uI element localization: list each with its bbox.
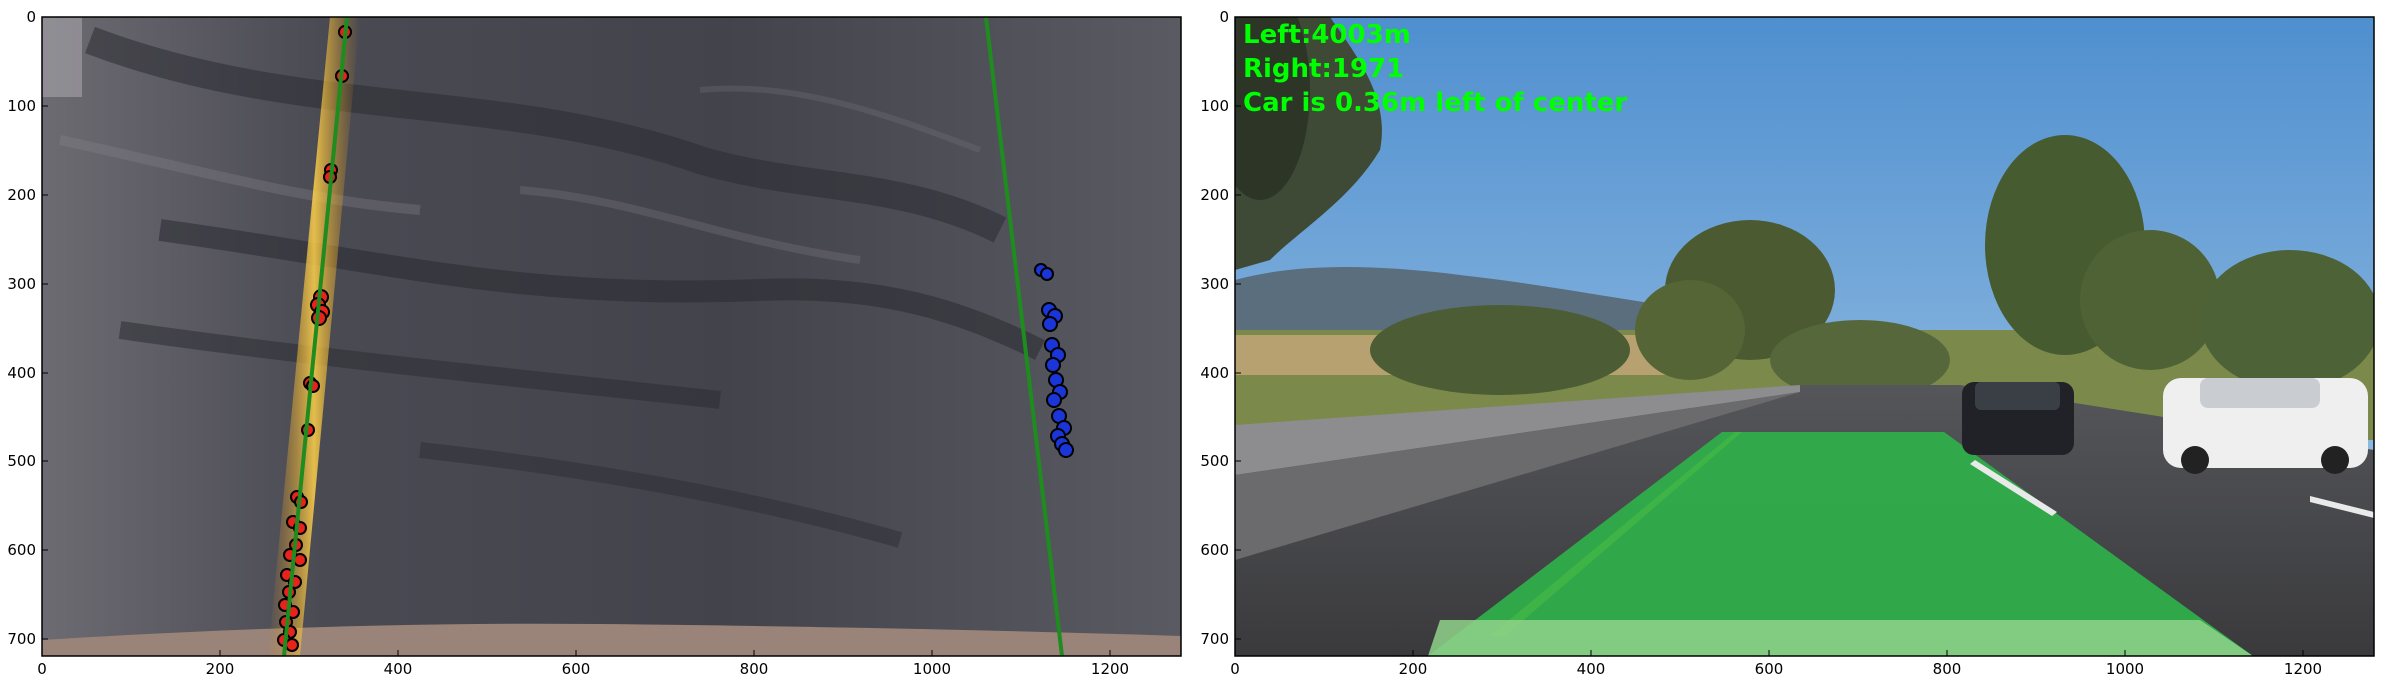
left-y-tick-label: 600	[7, 541, 36, 559]
left-x-tick-label: 1200	[1091, 660, 1129, 678]
right-y-tick-label: 100	[1200, 97, 1229, 115]
right-x-tick-label: 0	[1230, 660, 1240, 678]
right-y-tick-label: 300	[1200, 275, 1229, 293]
right-x-tick-label: 800	[1933, 660, 1962, 678]
right-panel: Left:4003m Right:1971 Car is 0.36m left …	[1200, 8, 2375, 678]
right-y-ticks	[1235, 16, 1241, 640]
right-y-tick-label: 0	[1219, 8, 1229, 26]
left-x-tick-label: 1000	[913, 660, 951, 678]
right-y-tick-label: 600	[1200, 541, 1229, 559]
left-x-tick-label: 0	[37, 660, 47, 678]
left-x-tick-label: 800	[740, 660, 769, 678]
right-curvature-text: Right:1971	[1243, 54, 1404, 84]
right-x-tick-label: 1200	[2284, 660, 2322, 678]
right-axes-frame	[1234, 16, 2375, 657]
left-axes-frame	[41, 16, 1182, 657]
left-panel: 0 200 400 600 800 1000 1200 0 100 200 30…	[7, 8, 1182, 678]
right-x-ticks	[1234, 650, 2304, 656]
left-y-tick-label: 400	[7, 364, 36, 382]
left-y-ticks	[42, 16, 48, 640]
left-y-tick-label: 100	[7, 97, 36, 115]
right-y-tick-label: 700	[1200, 630, 1229, 648]
right-x-tick-label: 600	[1755, 660, 1784, 678]
left-y-tick-label: 200	[7, 186, 36, 204]
left-x-ticks	[41, 650, 1111, 656]
left-y-tick-label: 0	[26, 8, 36, 26]
right-x-tick-label: 1000	[2106, 660, 2144, 678]
right-y-tick-label: 500	[1200, 452, 1229, 470]
right-x-tick-label: 400	[1577, 660, 1606, 678]
right-lane-pixels	[1034, 263, 1074, 458]
right-fit-line	[984, 16, 1064, 657]
right-y-tick-label: 400	[1200, 364, 1229, 382]
road-photo	[1235, 17, 2374, 656]
left-y-tick-label: 500	[7, 452, 36, 470]
right-x-tick-label: 200	[1399, 660, 1428, 678]
left-fit-line	[282, 16, 349, 657]
right-y-tick-label: 200	[1200, 186, 1229, 204]
left-y-tick-label: 300	[7, 275, 36, 293]
left-x-tick-label: 200	[206, 660, 235, 678]
left-y-tick-label: 700	[7, 630, 36, 648]
hood-region	[42, 623, 1181, 656]
left-x-tick-label: 400	[384, 660, 413, 678]
left-x-tick-label: 600	[562, 660, 591, 678]
left-curvature-text: Left:4003m	[1243, 20, 1411, 50]
center-offset-text: Car is 0.36m left of center	[1243, 88, 1627, 118]
lane-overlay	[1428, 432, 2253, 656]
